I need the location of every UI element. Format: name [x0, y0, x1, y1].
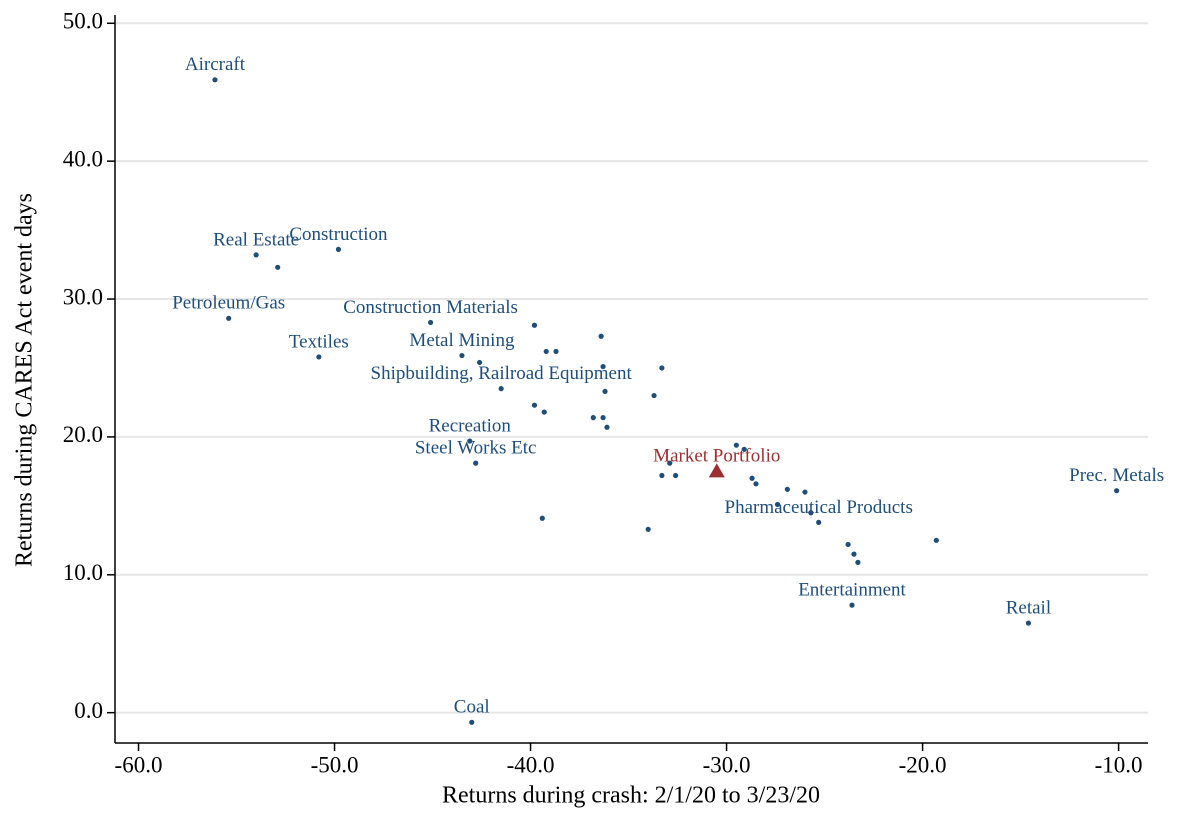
point-label: Coal [454, 697, 490, 718]
point [531, 402, 538, 408]
y-axis-title: Returns during CARES Act event days [12, 193, 38, 567]
point [543, 348, 549, 355]
y-tick-label: 0.0 [74, 698, 103, 723]
point [673, 472, 679, 479]
point-label: Market Portfolio [653, 446, 780, 467]
x-tick-label: -20.0 [899, 752, 947, 777]
x-tick-label: -30.0 [703, 752, 751, 777]
x-axis-title: Returns during crash: 2/1/20 to 3/23/20 [442, 783, 820, 809]
point [275, 264, 281, 270]
point [733, 442, 739, 448]
point [316, 354, 322, 360]
point [816, 519, 822, 525]
point [667, 460, 673, 466]
point [855, 559, 861, 565]
point-label: Petroleum/Gas [172, 293, 285, 314]
point [427, 319, 434, 326]
point [539, 515, 545, 521]
point [476, 359, 483, 366]
point [802, 489, 808, 495]
point [253, 252, 259, 258]
point [553, 348, 559, 355]
point-label: Metal Mining [409, 330, 515, 351]
point [590, 415, 596, 421]
y-tick-label: 20.0 [63, 422, 103, 447]
point-label: Pharmaceutical Products [725, 497, 913, 518]
point [473, 460, 479, 466]
point [651, 392, 657, 399]
point [933, 537, 939, 543]
x-tick-label: -10.0 [1095, 752, 1143, 777]
point-label: Real Estate [213, 229, 299, 250]
point [659, 472, 665, 479]
point [708, 463, 725, 478]
x-tick-label: -50.0 [311, 752, 359, 777]
point [459, 352, 465, 359]
point [541, 409, 547, 415]
point [600, 363, 606, 370]
point [774, 501, 781, 508]
point [845, 541, 851, 548]
point-label: Construction Materials [343, 297, 518, 318]
point-label: Prec. Metals [1069, 465, 1164, 486]
point [1025, 620, 1032, 626]
point-label: Entertainment [798, 579, 906, 600]
point [808, 510, 814, 516]
point [784, 486, 790, 492]
point [498, 386, 504, 392]
point [602, 388, 608, 395]
point [335, 246, 342, 252]
point [226, 315, 232, 321]
point [467, 438, 473, 444]
point [212, 77, 218, 83]
point-label: Construction [289, 224, 388, 245]
x-tick-label: -60.0 [115, 752, 163, 777]
point [645, 526, 651, 532]
y-tick-label: 50.0 [63, 9, 103, 34]
y-tick-label: 30.0 [63, 284, 103, 309]
point [749, 475, 755, 481]
point-label: Retail [1006, 597, 1051, 618]
point [851, 551, 857, 557]
point [531, 322, 538, 328]
point [1114, 488, 1120, 494]
y-tick-label: 40.0 [63, 146, 103, 171]
point-label: Recreation [429, 415, 512, 436]
point [598, 333, 604, 339]
point-label: Steel Works Etc [415, 437, 537, 458]
x-tick-label: -40.0 [507, 752, 555, 777]
point [753, 481, 759, 487]
point-label: Shipbuilding, Railroad Equipment [371, 363, 633, 384]
point [604, 424, 610, 430]
point [469, 719, 475, 725]
point [741, 446, 747, 452]
point [849, 602, 855, 608]
point-label: Aircraft [185, 54, 246, 75]
point-label: Textiles [289, 331, 349, 352]
point [659, 365, 665, 371]
point [600, 415, 606, 421]
y-tick-label: 10.0 [63, 560, 103, 585]
